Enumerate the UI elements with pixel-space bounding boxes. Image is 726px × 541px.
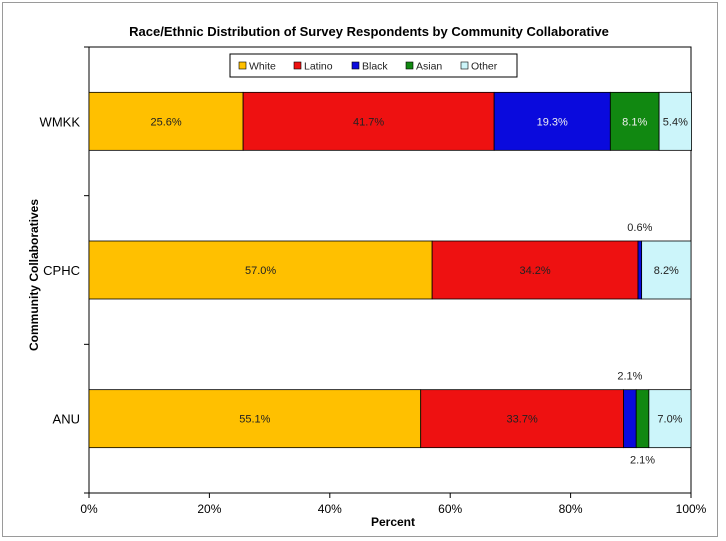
x-tick-label: 80% [559,502,583,516]
legend-swatch [405,61,414,70]
bar-segment [431,240,639,300]
data-label: 0.6% [627,222,652,234]
bar-segment [635,389,650,449]
data-label: 19.3% [537,116,568,128]
legend-entry: Latino [304,61,333,73]
data-label: 5.4% [663,116,688,128]
x-tick-label: 100% [676,502,707,516]
data-label: 25.6% [150,116,181,128]
plot-area: 0% 20% 40% 60% 80% 100% WMKK 25.6% 41.7% 19.3% 8.1… [40,46,707,516]
data-label: 2.1% [630,455,655,467]
x-tick-label: 40% [318,502,342,516]
stacked-bar-chart: Race/Ethnic Distribution of Survey Respo… [27,24,707,529]
x-tick-label: 20% [197,502,221,516]
data-label: 55.1% [239,414,270,426]
data-label: 34.2% [519,265,550,277]
bar-segment [623,389,637,449]
legend-entry: Asian [416,61,442,73]
bar-segment [609,91,660,151]
data-label: 8.1% [622,116,647,128]
category-label: WMKK [40,114,81,129]
bar-segment [242,91,495,151]
data-label: 41.7% [353,116,384,128]
legend-swatch [238,61,247,70]
legend-box [229,53,518,78]
bar-segment [88,240,433,300]
legend: White Latino Black Asian Other [229,53,518,78]
bar-segment [88,389,422,449]
data-label: 2.1% [617,371,642,383]
data-label: 57.0% [245,265,276,277]
x-tick-label: 60% [438,502,462,516]
bar-segment [420,389,624,449]
data-label: 33.7% [507,414,538,426]
y-axis-title: Community Collaboratives [27,199,41,351]
legend-swatch [460,61,469,70]
bar-segment [658,91,693,151]
data-label: 7.0% [657,414,682,426]
legend-entry: White [249,61,276,73]
legend-entry: Other [471,61,498,73]
bar-segment [637,240,643,300]
bar-segment [88,91,244,151]
bar-segment [641,240,692,300]
legend-entry: Black [362,61,388,73]
x-axis-title: Percent [371,515,415,529]
chart-frame: Race/Ethnic Distribution of Survey Respo… [2,2,718,537]
bar-segment [648,389,692,449]
category-label: CPHC [43,263,80,278]
chart-title: Race/Ethnic Distribution of Survey Respo… [129,24,609,39]
legend-swatch [293,61,302,70]
bar-segment [493,91,611,151]
x-tick-label: 0% [80,502,98,516]
data-label: 8.2% [654,265,679,277]
legend-swatch [351,61,360,70]
category-label: ANU [53,412,80,427]
